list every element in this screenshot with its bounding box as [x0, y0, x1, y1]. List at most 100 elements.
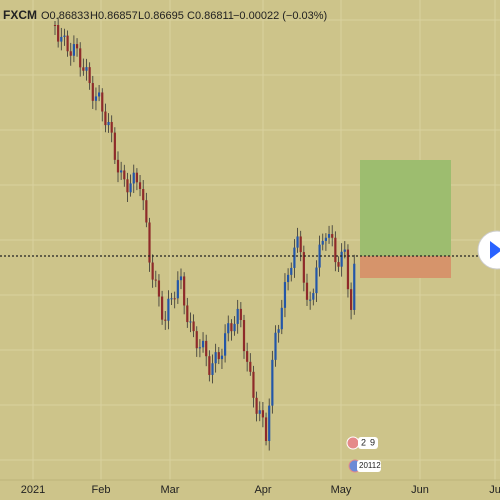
candle-body	[283, 282, 287, 308]
candle-body	[343, 249, 346, 252]
candle-body	[154, 279, 157, 281]
candle-body	[324, 237, 327, 241]
candle-body	[208, 356, 211, 375]
candle-body	[217, 352, 220, 360]
candle-body	[164, 319, 167, 321]
candle-body	[271, 359, 274, 406]
candle-body	[268, 405, 271, 442]
candle-body	[173, 298, 176, 300]
candle-body	[107, 121, 110, 126]
loss-zone	[360, 256, 451, 278]
badge-text: 9	[370, 437, 375, 447]
candles	[53, 17, 356, 451]
profit-zone	[360, 160, 451, 256]
close: C0.86811	[187, 10, 234, 22]
candle-body	[261, 410, 264, 418]
candle-body	[60, 36, 63, 42]
candle-body	[293, 247, 296, 268]
candle-body	[151, 262, 154, 280]
candle-body	[138, 182, 142, 190]
low: L0.86695	[138, 10, 184, 22]
candle-body	[299, 236, 302, 253]
candle-body	[66, 35, 69, 52]
candle-body	[236, 308, 239, 324]
x-axis-label: Ju	[489, 484, 500, 496]
candle-body	[132, 172, 135, 184]
candle-body	[91, 83, 94, 101]
high: H0.86857	[90, 10, 138, 22]
candle-body	[246, 351, 249, 362]
candle-body	[211, 363, 214, 375]
candle-body	[69, 51, 72, 56]
candle-body	[98, 92, 101, 97]
candle-body	[214, 352, 217, 364]
candle-body	[318, 244, 321, 268]
candle-body	[224, 333, 227, 356]
candle-body	[75, 44, 79, 49]
x-axis-label: 2021	[21, 484, 45, 496]
candle-body	[280, 307, 283, 330]
x-axis-label: May	[331, 484, 352, 496]
candle-body	[63, 35, 66, 37]
candle-body	[195, 331, 198, 349]
badge-box	[357, 460, 381, 472]
candle-body	[309, 299, 312, 301]
candle-body	[189, 321, 192, 323]
candle-body	[113, 132, 116, 160]
candle-body	[110, 121, 113, 133]
candle-body	[135, 172, 138, 183]
candle-body	[201, 340, 205, 348]
candle-body	[255, 397, 258, 414]
x-axis-labels: 2021 Feb Mar Apr May Jun Ju	[21, 484, 500, 496]
candle-body	[79, 48, 82, 68]
candle-body	[287, 274, 290, 283]
candle-body	[179, 276, 183, 281]
candle-body	[129, 183, 132, 193]
badge-text: 20112	[359, 461, 381, 470]
candle-body	[57, 25, 60, 42]
candle-body	[346, 249, 350, 290]
change: −0.00022 (−0.03%)	[233, 10, 327, 22]
candle-body	[327, 234, 331, 238]
candle-body	[252, 371, 255, 398]
candle-body	[183, 276, 186, 306]
candle-body	[161, 296, 164, 320]
candle-body	[192, 321, 195, 332]
candle-body	[145, 200, 148, 223]
candle-body	[120, 170, 123, 173]
badge-text: 2	[361, 437, 366, 447]
candle-body	[305, 282, 309, 300]
candle-body	[198, 347, 201, 349]
candle-body	[315, 267, 318, 294]
candle-body	[126, 179, 129, 193]
candle-body	[186, 305, 189, 323]
candle-body	[82, 67, 85, 71]
candle-body	[148, 222, 151, 263]
candle-body	[337, 262, 340, 267]
candle-body	[53, 25, 57, 26]
candle-body	[116, 159, 120, 173]
candle-body	[230, 323, 233, 332]
candle-body	[277, 329, 280, 333]
x-axis-label: Feb	[92, 484, 111, 496]
candle-body	[227, 323, 230, 334]
candle-body	[94, 96, 98, 101]
candle-body	[296, 236, 299, 248]
candle-body	[101, 92, 104, 112]
scroll-button[interactable]	[477, 230, 500, 270]
x-axis-label: Jun	[411, 484, 429, 496]
scroll-button-arrow	[490, 241, 500, 259]
candle-body	[72, 44, 75, 56]
candle-body	[242, 320, 246, 352]
candle-body	[167, 298, 170, 321]
candle-body	[85, 67, 88, 71]
scroll-button-circle[interactable]	[477, 230, 500, 270]
candle-body	[123, 170, 126, 180]
x-axis-label: Apr	[254, 484, 271, 496]
candle-body	[350, 289, 353, 310]
open: O0.86833	[41, 10, 89, 22]
candle-body	[290, 267, 293, 275]
candle-body	[239, 308, 242, 321]
candle-body	[334, 237, 337, 263]
candle-body	[353, 263, 356, 310]
